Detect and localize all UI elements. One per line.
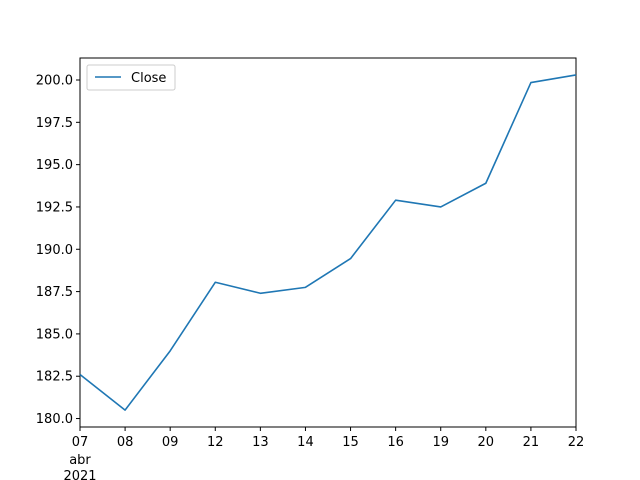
y-tick-label: 182.5 — [36, 370, 73, 385]
x-tick-label: 13 — [252, 435, 269, 450]
x-tick-label: 14 — [297, 435, 314, 450]
x-tick-label: 09 — [162, 435, 179, 450]
y-tick-label: 197.5 — [36, 116, 73, 131]
legend: Close — [86, 64, 176, 91]
x-tick-label: 15 — [342, 435, 359, 450]
x-month-label: abr — [69, 453, 91, 468]
series-line-close — [79, 74, 577, 411]
y-axis: 180.0 182.5 185.0 187.5 190.0 192.5 195.0 197.5… — [36, 74, 80, 427]
legend-box — [86, 64, 176, 91]
y-tick-label: 195.0 — [36, 158, 73, 173]
x-tick-label: 12 — [207, 435, 224, 450]
y-tick-label: 187.5 — [36, 285, 73, 300]
y-tick-label: 190.0 — [36, 243, 73, 258]
x-tick-label: 22 — [568, 435, 585, 450]
x-tick-label: 19 — [432, 435, 449, 450]
plot-area — [79, 57, 577, 428]
x-tick-label: 07 — [72, 435, 89, 450]
x-year-label: 2021 — [63, 469, 96, 480]
y-tick-label: 185.0 — [36, 327, 73, 342]
y-tick-label: 200.0 — [36, 74, 73, 89]
x-tick-label: 08 — [117, 435, 134, 450]
legend-label: Close — [131, 71, 166, 86]
x-tick-label: 21 — [523, 435, 540, 450]
y-tick-label: 180.0 — [36, 412, 73, 427]
y-tick-label: 192.5 — [36, 200, 73, 215]
x-tick-label: 16 — [387, 435, 404, 450]
x-tick-label: 20 — [478, 435, 495, 450]
